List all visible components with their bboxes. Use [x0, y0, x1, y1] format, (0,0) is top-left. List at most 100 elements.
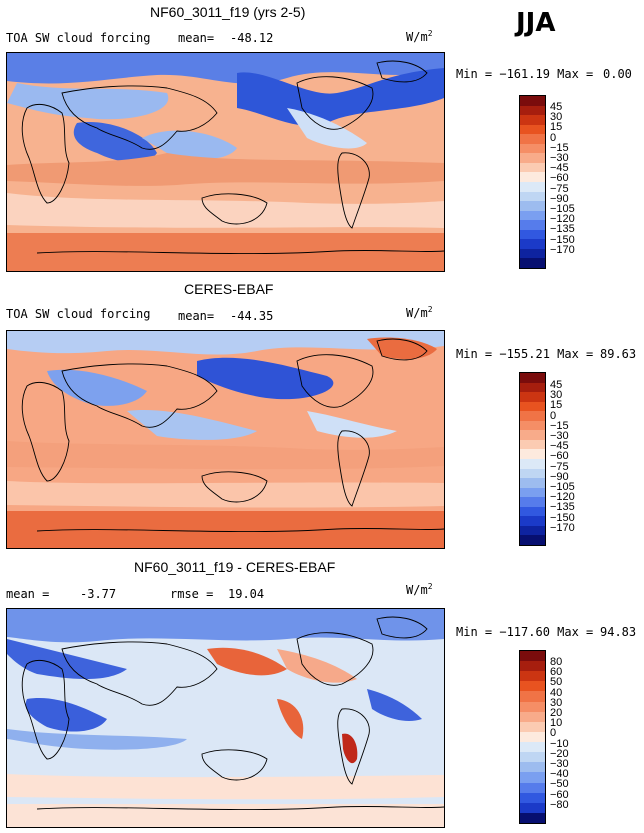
panel-1-title: NF60_3011_f19 (yrs 2-5) [150, 4, 306, 20]
panel-1-colorbar [519, 95, 546, 269]
colorbar-tick-label: 45 [550, 101, 563, 113]
colorbar-segment [520, 373, 545, 384]
panel-1-map [6, 52, 445, 272]
colorbar-segment [520, 258, 545, 269]
colorbar-tick-label: 45 [550, 379, 563, 391]
colorbar-tick-label: −75 [550, 182, 569, 195]
colorbar-segment [520, 506, 545, 517]
colorbar-tick-label: 10 [550, 717, 563, 730]
colorbar-segment [520, 401, 545, 412]
panel-2-title: CERES-EBAF [184, 281, 274, 297]
colorbar-tick-label: −15 [550, 141, 569, 154]
colorbar-tick-label: −105 [550, 203, 575, 215]
panel-2-map [6, 330, 445, 549]
colorbar-segment [520, 96, 545, 107]
colorbar-segment [520, 162, 545, 173]
colorbar-segment [520, 115, 545, 126]
colorbar-tick-label: −170 [550, 243, 575, 256]
colorbar-segment [520, 487, 545, 498]
colorbar-segment [520, 468, 545, 479]
colorbar-tick-label: 0 [550, 409, 557, 422]
colorbar-segment [520, 792, 545, 804]
colorbar-segment [520, 651, 545, 662]
panel-2-units: W/m2 [406, 305, 433, 320]
colorbar-segment [520, 711, 545, 723]
colorbar-tick-label: 15 [550, 121, 563, 134]
colorbar-tick-label: −20 [550, 747, 569, 760]
colorbar-tick-label: −150 [550, 233, 575, 246]
colorbar-segment [520, 220, 545, 231]
colorbar-tick-label: −45 [550, 162, 569, 175]
colorbar-segment [520, 239, 545, 250]
colorbar-segment [520, 105, 545, 116]
colorbar-tick-label: −90 [550, 192, 569, 205]
colorbar-tick-label: 30 [550, 696, 563, 709]
panel-3-rmse-label: rmse = [170, 587, 214, 601]
panel-1-mean-label: mean= [178, 31, 215, 45]
panel-2-mean-value: -44.35 [230, 309, 274, 323]
colorbar-tick-label: −40 [550, 768, 569, 781]
colorbar-segment [520, 802, 545, 814]
colorbar-segment [520, 742, 545, 753]
colorbar-tick-label: −50 [550, 778, 569, 791]
colorbar-tick-label: −45 [550, 440, 569, 453]
panel-1-range: Min = −161.19 Max = [456, 67, 594, 81]
colorbar-segment [520, 525, 545, 536]
colorbar-segment [520, 661, 545, 672]
colorbar-tick-label: −30 [550, 152, 569, 164]
colorbar-segment [520, 671, 545, 682]
colorbar-segment [520, 731, 545, 743]
panel-1-units: W/m2 [406, 29, 433, 44]
colorbar-segment [520, 134, 545, 145]
colorbar-tick-label: −30 [550, 430, 569, 442]
colorbar-segment [520, 721, 545, 733]
panel-3-units: W/m2 [406, 582, 433, 597]
colorbar-segment [520, 478, 545, 489]
colorbar-segment [520, 392, 545, 403]
colorbar-tick-label: −105 [550, 481, 575, 493]
colorbar-segment [520, 439, 545, 450]
colorbar-tick-label: 30 [550, 389, 563, 402]
panel-3-mean-value: -3.77 [80, 587, 117, 601]
panel-3-rmse-value: 19.04 [228, 587, 265, 601]
colorbar-segment [520, 248, 545, 259]
colorbar-tick-label: −90 [550, 470, 569, 483]
colorbar-tick-label: 60 [550, 666, 563, 679]
colorbar-tick-label: 30 [550, 111, 563, 124]
panel-1-mean-value: -48.12 [230, 31, 274, 45]
colorbar-tick-label: −150 [550, 511, 575, 524]
colorbar-segment [520, 420, 545, 431]
colorbar-segment [520, 762, 545, 773]
colorbar-tick-label: 80 [550, 656, 563, 668]
colorbar-tick-label: −10 [550, 737, 569, 750]
colorbar-segment [520, 172, 545, 183]
colorbar-segment [520, 143, 545, 154]
colorbar-segment [520, 124, 545, 135]
colorbar-tick-label: 15 [550, 399, 563, 412]
colorbar-segment [520, 701, 545, 713]
colorbar-tick-label: 20 [550, 707, 563, 719]
colorbar-segment [520, 691, 545, 703]
panel-1-field-label: TOA SW cloud forcing [6, 31, 151, 45]
panel-1-max: 0.00 [603, 67, 632, 81]
colorbar-segment [520, 681, 545, 692]
colorbar-segment [520, 382, 545, 393]
panel-2-max: 89.63 [600, 347, 637, 361]
colorbar-tick-label: −120 [550, 213, 575, 226]
season-label: JJA [516, 8, 556, 38]
colorbar-tick-label: −120 [550, 491, 575, 504]
colorbar-tick-label: −135 [550, 223, 575, 236]
colorbar-segment [520, 516, 545, 527]
panel-3-max: 94.83 [600, 625, 637, 639]
panel-3-range: Min = −117.60 Max = [456, 625, 594, 639]
colorbar-segment [520, 449, 545, 460]
colorbar-tick-label: 0 [550, 727, 557, 740]
colorbar-segment [520, 535, 545, 546]
colorbar-tick-label: −75 [550, 460, 569, 473]
panel-3-colorbar [519, 650, 546, 824]
colorbar-segment [520, 210, 545, 221]
colorbar-segment [520, 782, 545, 794]
colorbar-segment [520, 191, 545, 202]
colorbar-segment [520, 153, 545, 164]
colorbar-segment [520, 497, 545, 508]
